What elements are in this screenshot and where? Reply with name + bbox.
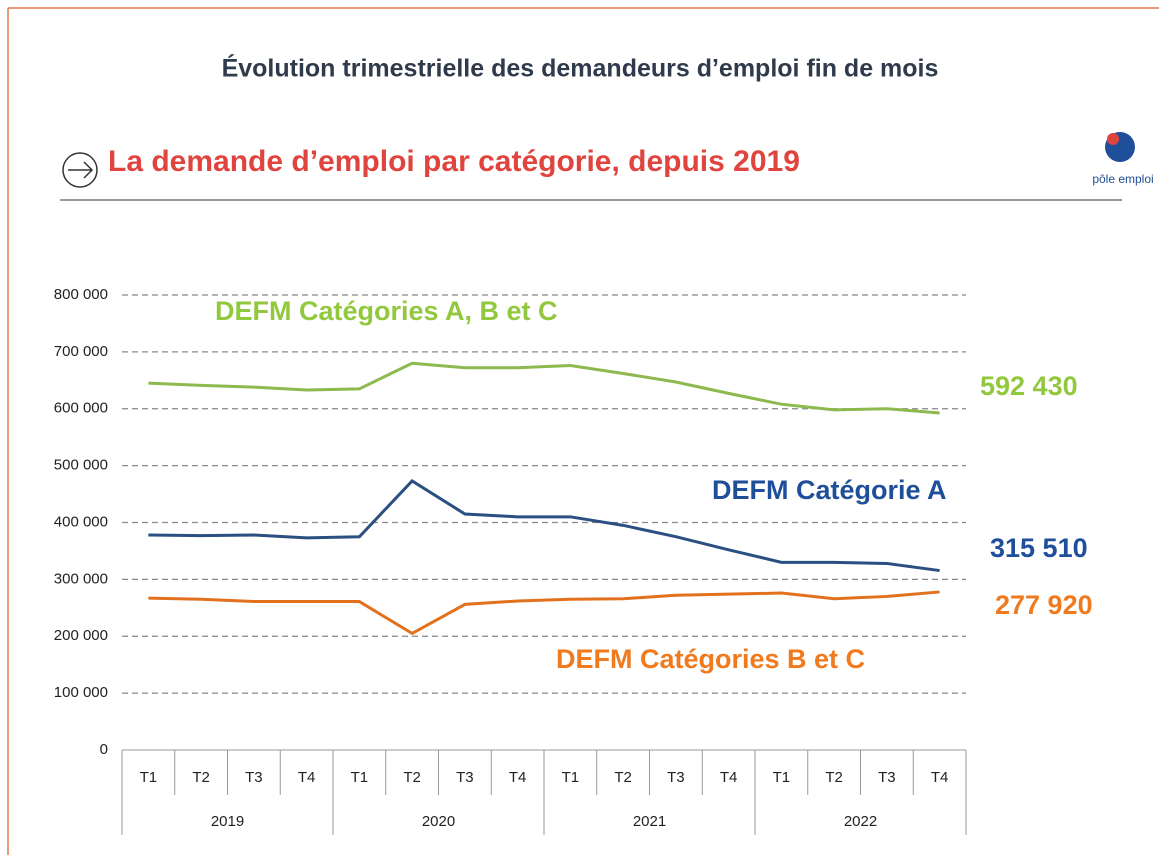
series-label: DEFM Catégorie A (712, 475, 947, 505)
y-tick-label: 500 000 (54, 457, 108, 474)
y-tick-label: 700 000 (54, 343, 108, 360)
arrow-icon-head (68, 161, 94, 179)
series-line (148, 479, 940, 573)
arrow-icon (62, 152, 98, 188)
series-line (148, 590, 940, 636)
end-label: 592 430 (980, 371, 1078, 401)
y-tick-label: 400 000 (54, 513, 108, 530)
group-label: 2020 (422, 813, 455, 830)
y-tick-label: 100 000 (54, 684, 108, 701)
group-label: 2022 (844, 813, 877, 830)
x-tick-label: T4 (509, 769, 527, 786)
series-line (148, 361, 940, 415)
x-tick-label: T4 (931, 769, 949, 786)
end-label: 315 510 (990, 533, 1088, 563)
label-bg (704, 475, 955, 506)
subtitle: La demande d’emploi par catégorie, depui… (108, 145, 800, 178)
series-label: DEFM Catégories B et C (556, 644, 865, 674)
end-label: 277 920 (995, 590, 1093, 620)
x-tick-label: T4 (298, 769, 316, 786)
y-tick-label: 800 000 (54, 286, 108, 303)
x-tick-label: T1 (140, 769, 158, 786)
x-tick-label: T2 (825, 769, 843, 786)
x-tick-label: T3 (878, 769, 896, 786)
y-tick-label: 200 000 (54, 627, 108, 644)
series-label: DEFM Catégories A, B et C (215, 296, 558, 326)
x-tick-label: T2 (614, 769, 632, 786)
x-tick-label: T2 (403, 769, 421, 786)
label-bg (207, 296, 566, 327)
x-tick-label: T3 (667, 769, 685, 786)
label-bg (548, 644, 874, 675)
x-tick-label: T1 (773, 769, 791, 786)
x-tick-label: T1 (562, 769, 580, 786)
y-tick-label: 0 (100, 741, 108, 758)
y-tick-label: 600 000 (54, 400, 108, 417)
x-tick-label: T3 (456, 769, 474, 786)
group-label: 2019 (211, 813, 244, 830)
group-label: 2021 (633, 813, 666, 830)
title: Évolution trimestrielle des demandeurs d… (222, 54, 939, 83)
x-tick-label: T3 (245, 769, 263, 786)
logo-text: pôle emploi (1092, 172, 1153, 186)
logo-dot (1107, 133, 1119, 145)
x-tick-label: T1 (351, 769, 369, 786)
y-tick-label: 300 000 (54, 570, 108, 587)
x-tick-label: T4 (720, 769, 738, 786)
x-tick-label: T2 (192, 769, 210, 786)
